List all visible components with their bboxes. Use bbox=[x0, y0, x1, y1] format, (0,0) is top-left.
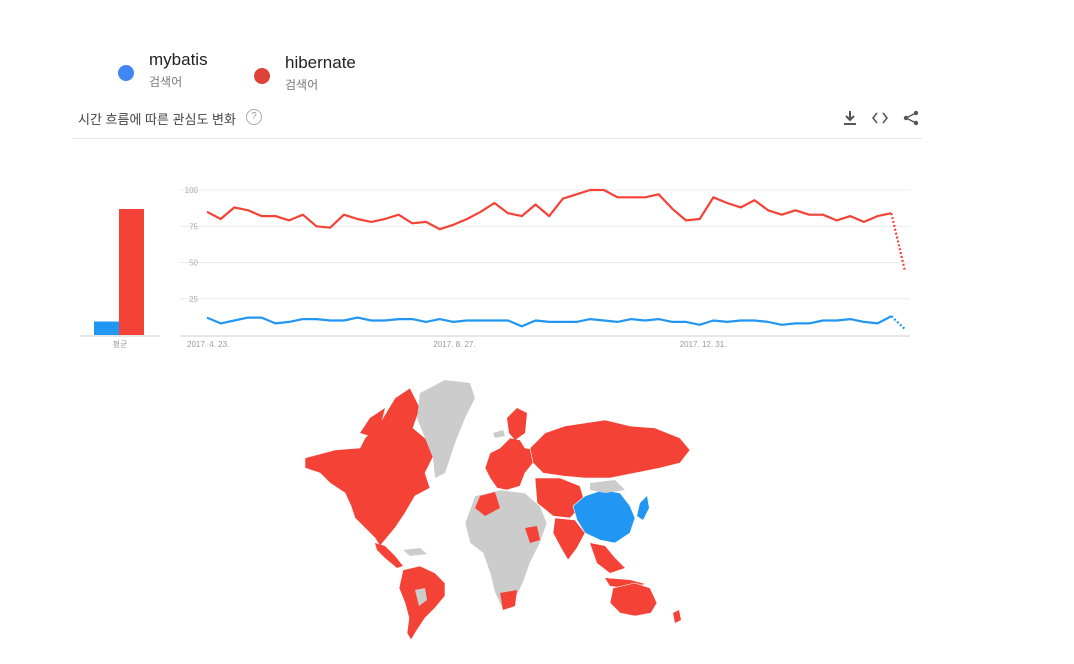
y-tick-label-50: 50 bbox=[189, 259, 198, 268]
avg-bar-mybatis[interactable] bbox=[94, 321, 119, 336]
region-new-zealand[interactable] bbox=[673, 610, 681, 623]
region-africa[interactable] bbox=[464, 489, 548, 611]
region-india[interactable] bbox=[552, 517, 586, 561]
region-scandinavia[interactable] bbox=[507, 408, 527, 440]
region-australia[interactable] bbox=[609, 582, 658, 617]
x-tick-label-2: 2017. 12. 31. bbox=[680, 340, 727, 349]
series-partial-hibernate[interactable] bbox=[890, 212, 907, 272]
region-southeast-asia[interactable] bbox=[590, 543, 625, 573]
legend-sub-hibernate: 검색어 bbox=[285, 78, 319, 92]
avg-category-label: 평균 bbox=[113, 339, 128, 349]
legend-name-mybatis: mybatis bbox=[149, 50, 208, 69]
region-iceland[interactable] bbox=[493, 430, 505, 438]
region-north-america[interactable] bbox=[304, 387, 446, 547]
region-south-america-gray[interactable] bbox=[415, 588, 427, 606]
world-map bbox=[304, 380, 691, 641]
region-japan[interactable] bbox=[637, 496, 649, 520]
legend-name-hibernate: hibernate bbox=[285, 53, 356, 72]
region-greenland[interactable] bbox=[417, 380, 475, 478]
x-tick-label-1: 2017. 8. 27. bbox=[433, 340, 475, 349]
region-east-africa[interactable] bbox=[525, 526, 540, 543]
share-icon[interactable] bbox=[901, 108, 921, 128]
avg-bar-hibernate[interactable] bbox=[119, 209, 144, 335]
legend-dot-mybatis bbox=[118, 65, 134, 81]
y-tick-label-100: 100 bbox=[185, 186, 199, 195]
region-russia[interactable] bbox=[529, 419, 691, 479]
header-divider bbox=[72, 138, 922, 139]
embed-icon[interactable] bbox=[870, 108, 890, 128]
section-title: 시간 흐름에 따른 관심도 변화 bbox=[78, 112, 236, 127]
help-icon[interactable]: ? bbox=[246, 109, 262, 125]
y-tick-label-75: 75 bbox=[189, 222, 198, 231]
series-line-hibernate[interactable] bbox=[206, 188, 892, 231]
region-europe[interactable] bbox=[484, 437, 536, 491]
region-north-africa[interactable] bbox=[475, 492, 500, 516]
interest-over-time-chart: 평균 25 50 75 100 2017. 4. 23. 2017. 8. 27. 2017.… bbox=[80, 186, 910, 349]
y-tick-label-25: 25 bbox=[189, 295, 198, 304]
region-canada-islands[interactable] bbox=[360, 408, 385, 436]
region-mongolia[interactable] bbox=[590, 480, 625, 493]
region-south-africa[interactable] bbox=[500, 590, 517, 610]
legend-dot-hibernate bbox=[254, 68, 270, 84]
legend-sub-mybatis: 검색어 bbox=[149, 75, 183, 89]
download-icon[interactable] bbox=[840, 108, 860, 128]
series-partial-mybatis[interactable] bbox=[890, 315, 906, 330]
region-central-america[interactable] bbox=[375, 543, 403, 568]
region-caribbean[interactable] bbox=[403, 548, 427, 556]
series-line-mybatis[interactable] bbox=[206, 315, 892, 328]
x-tick-label-0: 2017. 4. 23. bbox=[187, 340, 229, 349]
